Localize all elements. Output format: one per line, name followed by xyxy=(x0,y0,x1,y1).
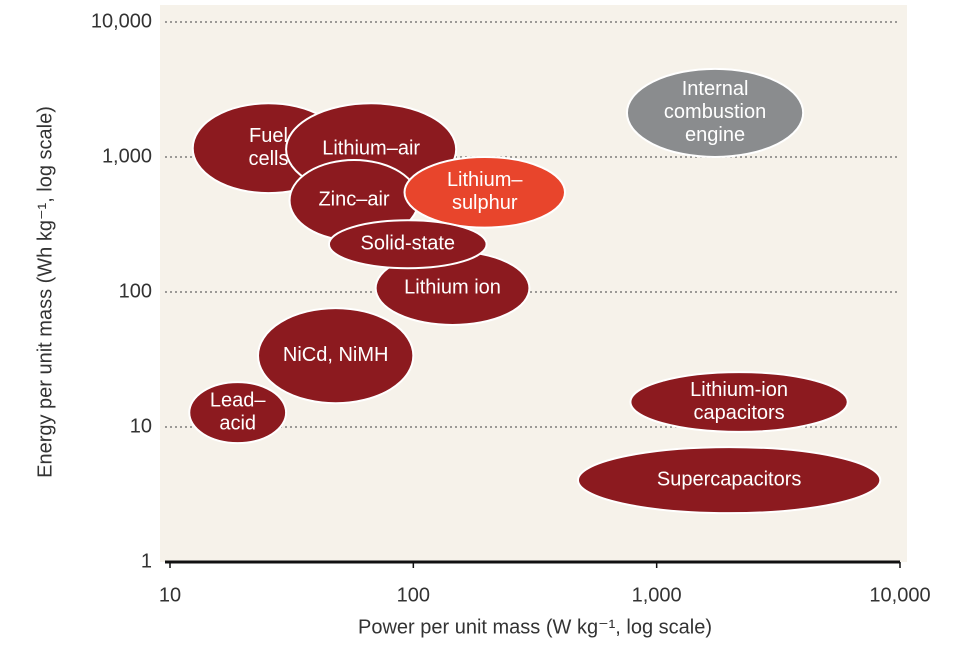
ellipse xyxy=(625,67,805,159)
y-axis-label: Energy per unit mass (Wh kg⁻¹, log scale… xyxy=(34,106,56,478)
ellipse-label: Lithium-ion xyxy=(690,379,788,401)
x-tick-label: 100 xyxy=(397,584,430,606)
ellipse xyxy=(403,156,566,229)
ellipse-label: Lithium ion xyxy=(404,276,501,298)
ellipse-label: Internal xyxy=(682,78,749,100)
ellipse-label: Solid-state xyxy=(361,233,456,255)
ellipse-label: Lithium–air xyxy=(322,138,420,160)
y-tick-label: 100 xyxy=(119,280,152,302)
ellipse-label: NiCd, NiMH xyxy=(283,344,389,366)
x-axis-label: Power per unit mass (W kg⁻¹, log scale) xyxy=(358,616,712,638)
ellipse-label: acid xyxy=(219,412,256,434)
y-tick-label: 1,000 xyxy=(102,145,152,167)
ellipse xyxy=(188,381,288,445)
ellipse xyxy=(257,307,415,405)
ellipse xyxy=(327,219,488,270)
ellipse-label: Lead– xyxy=(210,389,266,411)
ellipse-label: cells xyxy=(248,148,288,170)
ellipse-label: sulphur xyxy=(452,192,518,214)
ellipse xyxy=(629,371,849,433)
x-tick-label: 10 xyxy=(159,584,181,606)
ellipse-label: Lithium– xyxy=(447,169,523,191)
x-tick-label: 10,000 xyxy=(869,584,930,606)
ellipse-label: Fuel xyxy=(249,125,288,147)
ellipse-label: Supercapacitors xyxy=(657,468,802,490)
y-tick-label: 1 xyxy=(141,550,152,572)
ellipse xyxy=(576,446,882,515)
x-tick-label: 1,000 xyxy=(632,584,682,606)
ellipse-label: capacitors xyxy=(694,402,785,424)
ellipse-label: combustion xyxy=(664,101,766,123)
ellipse-label: Zinc–air xyxy=(318,189,389,211)
y-tick-label: 10 xyxy=(130,415,152,437)
y-tick-label: 10,000 xyxy=(91,10,152,32)
ellipse-label: engine xyxy=(685,124,745,146)
